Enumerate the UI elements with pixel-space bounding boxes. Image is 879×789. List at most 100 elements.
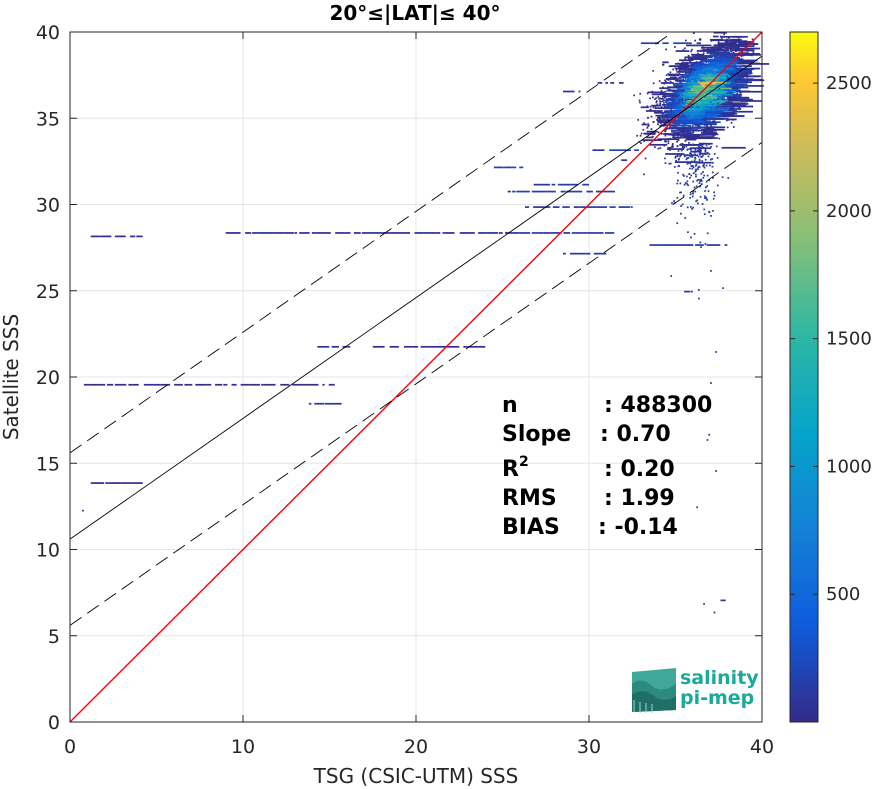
density-cell <box>686 183 689 185</box>
density-cell <box>686 86 689 88</box>
density-cell <box>302 383 311 386</box>
density-cell <box>695 175 697 178</box>
density-cell <box>685 138 696 141</box>
density-cell <box>662 116 675 118</box>
density-cell <box>717 79 720 82</box>
density-cell <box>713 44 734 47</box>
y-tick-label: 5 <box>48 626 60 648</box>
density-cell <box>713 79 716 82</box>
density-cell <box>570 190 583 193</box>
density-cell <box>708 211 711 214</box>
density-cell <box>690 76 697 78</box>
density-cell <box>675 159 677 162</box>
density-cell <box>695 121 721 124</box>
density-cell <box>677 85 680 88</box>
density-cell <box>682 118 685 121</box>
density-cell <box>691 155 694 158</box>
density-cell <box>701 69 714 72</box>
density-cell <box>571 232 583 234</box>
density-cell <box>646 126 649 129</box>
density-cell <box>714 98 740 101</box>
density-cell <box>563 252 566 255</box>
density-cell <box>720 599 726 602</box>
density-cell <box>679 62 682 65</box>
density-cell <box>311 232 317 234</box>
density-cell <box>724 64 726 67</box>
density-cell <box>685 103 688 106</box>
density-cell <box>726 101 729 103</box>
density-cell <box>738 106 741 109</box>
density-cell <box>692 206 695 209</box>
density-cell <box>335 232 345 234</box>
x-tick-label: 40 <box>750 736 774 758</box>
density-cell <box>690 154 693 157</box>
density-cell <box>711 65 714 67</box>
density-cell <box>694 39 697 42</box>
density-cell <box>689 206 692 208</box>
density-cell <box>691 86 694 89</box>
density-cell <box>353 232 361 234</box>
density-cell <box>174 383 183 386</box>
density-cell <box>697 113 724 116</box>
density-cell <box>669 99 671 102</box>
density-cell <box>714 121 717 124</box>
density-cell <box>728 101 731 104</box>
density-cell <box>693 70 718 73</box>
density-cell <box>667 92 675 95</box>
density-cell <box>693 233 696 235</box>
density-cell <box>668 88 671 91</box>
density-cell <box>639 92 642 95</box>
density-cell <box>640 132 643 135</box>
density-cell <box>687 54 690 57</box>
density-cell <box>712 126 715 128</box>
density-cell <box>715 64 717 66</box>
density-cell <box>673 77 675 79</box>
density-cell <box>710 58 713 61</box>
density-cell <box>718 96 721 98</box>
density-cell <box>649 105 652 108</box>
density-cell <box>651 104 662 107</box>
density-cell <box>716 98 718 101</box>
density-cell <box>708 74 711 77</box>
density-cell <box>686 162 689 165</box>
density-cell <box>270 383 276 386</box>
density-cell <box>698 142 713 145</box>
density-cell <box>700 62 703 65</box>
density-cell <box>739 62 760 65</box>
density-cell <box>684 39 687 42</box>
density-cell <box>682 173 685 176</box>
density-cell <box>705 96 708 99</box>
density-cell <box>716 114 735 117</box>
density-cell <box>718 88 721 90</box>
density-cell <box>686 180 689 183</box>
density-cell <box>700 73 703 75</box>
density-cell <box>700 178 703 181</box>
density-cell <box>361 232 373 234</box>
density-cell <box>699 147 702 150</box>
density-cell <box>686 175 688 178</box>
density-cell <box>697 155 700 158</box>
stat-r2-value: : 0.20 <box>604 457 675 482</box>
density-cell <box>714 80 717 83</box>
density-cell <box>682 131 685 134</box>
density-cell <box>671 134 673 136</box>
density-cell <box>674 98 677 101</box>
density-cell <box>708 143 710 146</box>
density-cell <box>658 115 660 118</box>
density-cell <box>721 54 734 56</box>
density-cell <box>692 143 695 146</box>
density-cell <box>225 232 236 234</box>
density-cell <box>257 232 270 234</box>
density-cell <box>694 153 696 156</box>
density-cell <box>713 611 716 614</box>
density-cell <box>657 117 659 120</box>
density-cell <box>706 244 709 246</box>
density-cell <box>470 232 475 234</box>
density-cell <box>690 148 692 151</box>
density-cell <box>700 149 702 152</box>
density-cell <box>703 93 706 96</box>
density-cell <box>683 123 686 126</box>
density-cell <box>709 38 724 41</box>
density-cell <box>691 48 693 51</box>
density-cell <box>677 139 680 141</box>
